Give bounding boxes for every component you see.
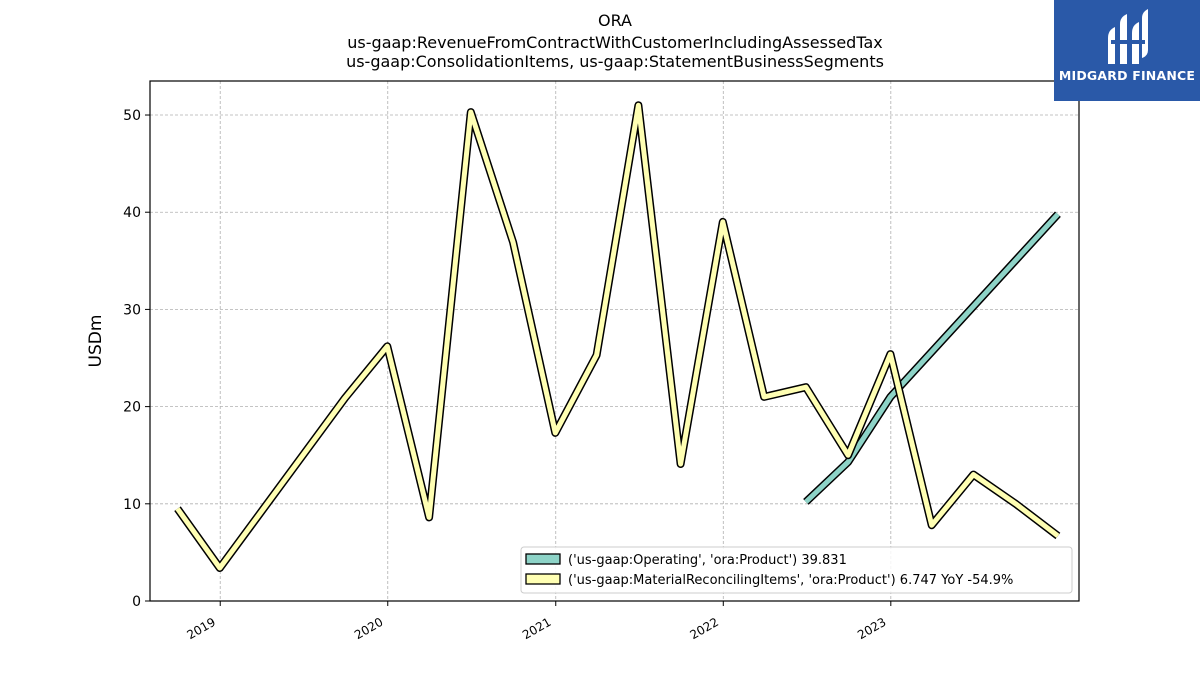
legend-swatch-1 [525, 553, 561, 565]
x-tick-label: 2022 [688, 615, 721, 642]
brand-name: MIDGARD FINANCE [1058, 68, 1196, 83]
y-tick-label: 10 [123, 497, 141, 513]
x-tick-label: 2020 [352, 615, 385, 642]
legend-swatch-2 [525, 573, 561, 585]
y-tick-label: 50 [123, 108, 141, 124]
y-axis-label: USDm [86, 315, 106, 368]
midgard-logo-icon [1108, 9, 1148, 64]
x-tick-label: 2023 [855, 615, 888, 642]
x-tick-label: 2019 [184, 615, 217, 642]
y-tick-label: 20 [123, 400, 141, 416]
legend-label-1: ('us-gaap:Operating', 'ora:Product') 39.… [568, 553, 847, 568]
legend-label-2: ('us-gaap:MaterialReconcilingItems', 'or… [568, 573, 1013, 588]
y-tick-label: 0 [132, 594, 141, 610]
x-tick-label: 2021 [520, 615, 553, 642]
chart-subtitle-axes: us-gaap:ConsolidationItems, us-gaap:Stat… [346, 52, 884, 71]
chart-subtitle-concept: us-gaap:RevenueFromContractWithCustomerI… [347, 33, 883, 52]
series-line-1 [804, 212, 1060, 504]
series-line-2 [175, 102, 1060, 571]
chart-title: ORA [597, 11, 632, 30]
brand-logo: MIDGARD FINANCE [1054, 0, 1200, 101]
plot-frame [149, 80, 1080, 602]
y-tick-label: 30 [123, 302, 141, 318]
series-lines [174, 101, 1061, 572]
y-tick-label: 40 [123, 205, 141, 221]
grid [150, 81, 1079, 602]
legend: ('us-gaap:Operating', 'ora:Product') 39.… [520, 546, 1073, 594]
legend-box [520, 546, 1073, 594]
